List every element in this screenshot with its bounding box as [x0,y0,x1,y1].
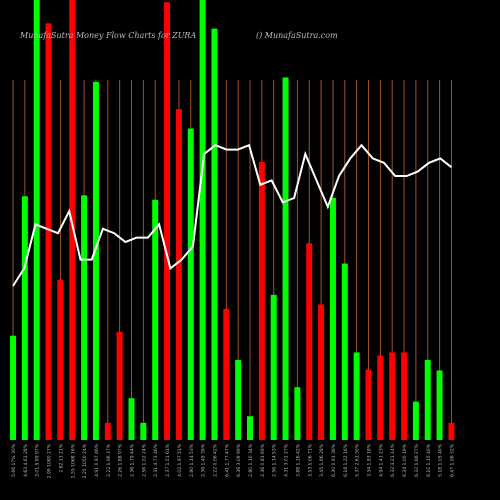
x-tick-label: 2.22 1.96 37% [106,443,112,477]
x-tick-label: 5.66 17% 30% [11,443,17,477]
guide-lines [12,80,452,440]
x-tick-label: 2.36 1.49 39% [201,443,207,477]
x-tick-label: 2.55 1068 16% [70,443,76,478]
x-tick-label: 2.36 1.79 44% [130,443,136,477]
x-tick-label: 2.36 0.81 69% [260,443,266,477]
x-tick-label: 2.80 1.14 53% [189,443,195,477]
x-tick-label: 4.94 1.41 23% [378,443,384,477]
bar-33 [401,352,408,440]
money-flow-line [12,143,453,287]
x-tick-label: 2.26 1.88 97% [118,443,124,477]
bar-11 [140,422,147,440]
x-tick-label: 3.53 1.06 71% [307,443,313,477]
bar-13 [164,2,171,440]
x-tick-label: 6.18 1.22 16% [343,443,349,477]
x-tick-label: 2.37 1.51 61% [165,443,171,477]
bar-24 [294,387,301,440]
bar-6 [81,195,88,440]
bar-25 [306,243,313,440]
x-tick-label: 6.30 0.91 36% [331,443,337,477]
bar-36 [436,370,443,440]
bar-9 [116,331,123,440]
bar-32 [389,352,396,440]
bar-16 [199,0,206,440]
x-axis-labels: 5.66 17% 30% 4.63 4.61 28% 3.01 5.89 97% 2.… [11,443,455,478]
x-tick-label: 3.45 1.96 28% [319,443,325,477]
bar-37 [448,422,455,440]
x-tick-label: 4.31 3.01 27% [284,443,290,477]
bar-0 [10,335,16,440]
bar-19 [235,359,242,440]
x-tick-label: 2.25 1050 24% [82,443,88,478]
bar-21 [258,161,265,441]
x-tick-label: 6.47 1.96 32% [449,443,455,477]
bar-7 [92,81,99,440]
bar-14 [175,109,182,441]
x-tick-label: 2.80 1.10 34% [248,443,254,477]
bar-20 [247,416,253,440]
bar-28 [341,263,348,440]
bar-18 [223,308,230,440]
x-tick-label: 3.01 5.89 97% [35,443,41,477]
bar-1 [21,196,28,440]
x-tick-label: 3.34 1.83 18% [367,443,373,477]
bar-23 [282,77,289,440]
bar-15 [187,128,194,441]
bar-22 [270,294,277,440]
x-tick-label: 6.41 1.77 47% [224,443,230,477]
bar-29 [353,352,360,440]
bar-34 [412,401,419,440]
bar-10 [128,398,135,440]
bar-35 [424,359,431,440]
x-tick-label: 2.99 1080 27% [47,443,53,478]
x-tick-label: 6.34 1.00 19% [402,443,408,477]
x-tick-label: 2.56 1.14 53% [272,443,278,477]
x-tick-label: 5.18 1.05 40% [438,443,444,477]
x-tick-label: 6.32 1.86 27% [414,443,420,477]
x-tick-label: 3.88 1.26 42% [295,443,301,477]
x-tick-label: 6.32 3.21 14% [390,443,396,477]
x-tick-label: 4.63 4.61 28% [23,443,29,477]
bar-12 [152,199,159,440]
bar-3 [45,23,52,440]
x-tick-label: 6.10 1.15 40% [426,443,432,477]
chart-credit: () MunafaSutra.com [256,31,338,40]
bar-31 [377,355,384,440]
x-tick-label: 4.91 0.97 46% [94,443,100,477]
x-tick-label: 5.37 2.61 30% [355,443,361,477]
x-tick-label: 2.56 1.02 24% [141,443,147,477]
bar-8 [104,422,111,440]
x-tick-label: 2.62 13 21% [58,443,64,472]
bar-30 [365,369,372,440]
x-tick-label: 4.02 1.97 51% [177,443,183,477]
bar-27 [329,198,336,440]
x-tick-label: 2.31 4.73 46% [153,443,159,477]
chart-title: MunafaSutra Money Flow Charts for ZURA [20,31,197,40]
bar-17 [211,28,218,440]
bars [10,0,455,441]
bar-26 [318,304,325,440]
bar-4 [57,279,64,440]
x-tick-label: 2.22 0.06 42% [212,443,218,477]
bar-2 [33,0,40,440]
x-tick-label: 6.36 3.09 99% [236,443,242,477]
